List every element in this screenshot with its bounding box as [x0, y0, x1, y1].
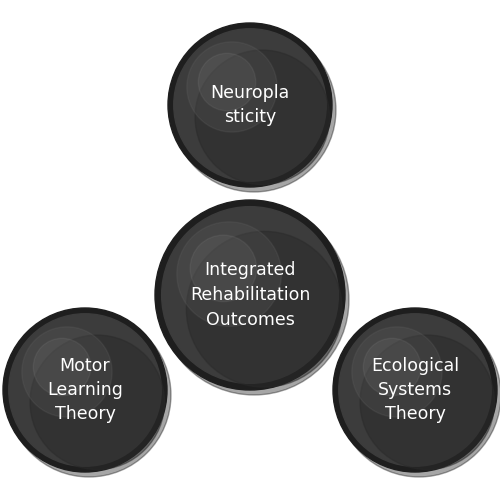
Circle shape — [155, 200, 345, 390]
Circle shape — [168, 23, 332, 187]
Text: Neuropla
sticity: Neuropla sticity — [210, 84, 290, 126]
Text: Motor
Learning
Theory: Motor Learning Theory — [47, 358, 123, 423]
Circle shape — [352, 327, 442, 417]
Circle shape — [3, 308, 167, 472]
Circle shape — [162, 207, 338, 383]
Circle shape — [364, 338, 420, 396]
Circle shape — [360, 335, 494, 470]
Circle shape — [30, 335, 164, 470]
Circle shape — [337, 313, 500, 477]
Circle shape — [8, 314, 162, 466]
Circle shape — [159, 205, 349, 395]
Circle shape — [186, 231, 342, 387]
Text: Integrated
Rehabilitation
Outcomes: Integrated Rehabilitation Outcomes — [190, 261, 310, 329]
Circle shape — [195, 50, 330, 185]
Circle shape — [338, 314, 492, 466]
Circle shape — [172, 28, 336, 192]
Circle shape — [190, 235, 256, 302]
Circle shape — [7, 313, 171, 477]
Circle shape — [22, 327, 112, 417]
Circle shape — [187, 42, 277, 132]
Circle shape — [174, 29, 326, 181]
Circle shape — [333, 308, 497, 472]
Circle shape — [34, 338, 90, 396]
Circle shape — [177, 222, 282, 326]
Text: Ecological
Systems
Theory: Ecological Systems Theory — [371, 358, 459, 423]
Circle shape — [198, 54, 256, 111]
